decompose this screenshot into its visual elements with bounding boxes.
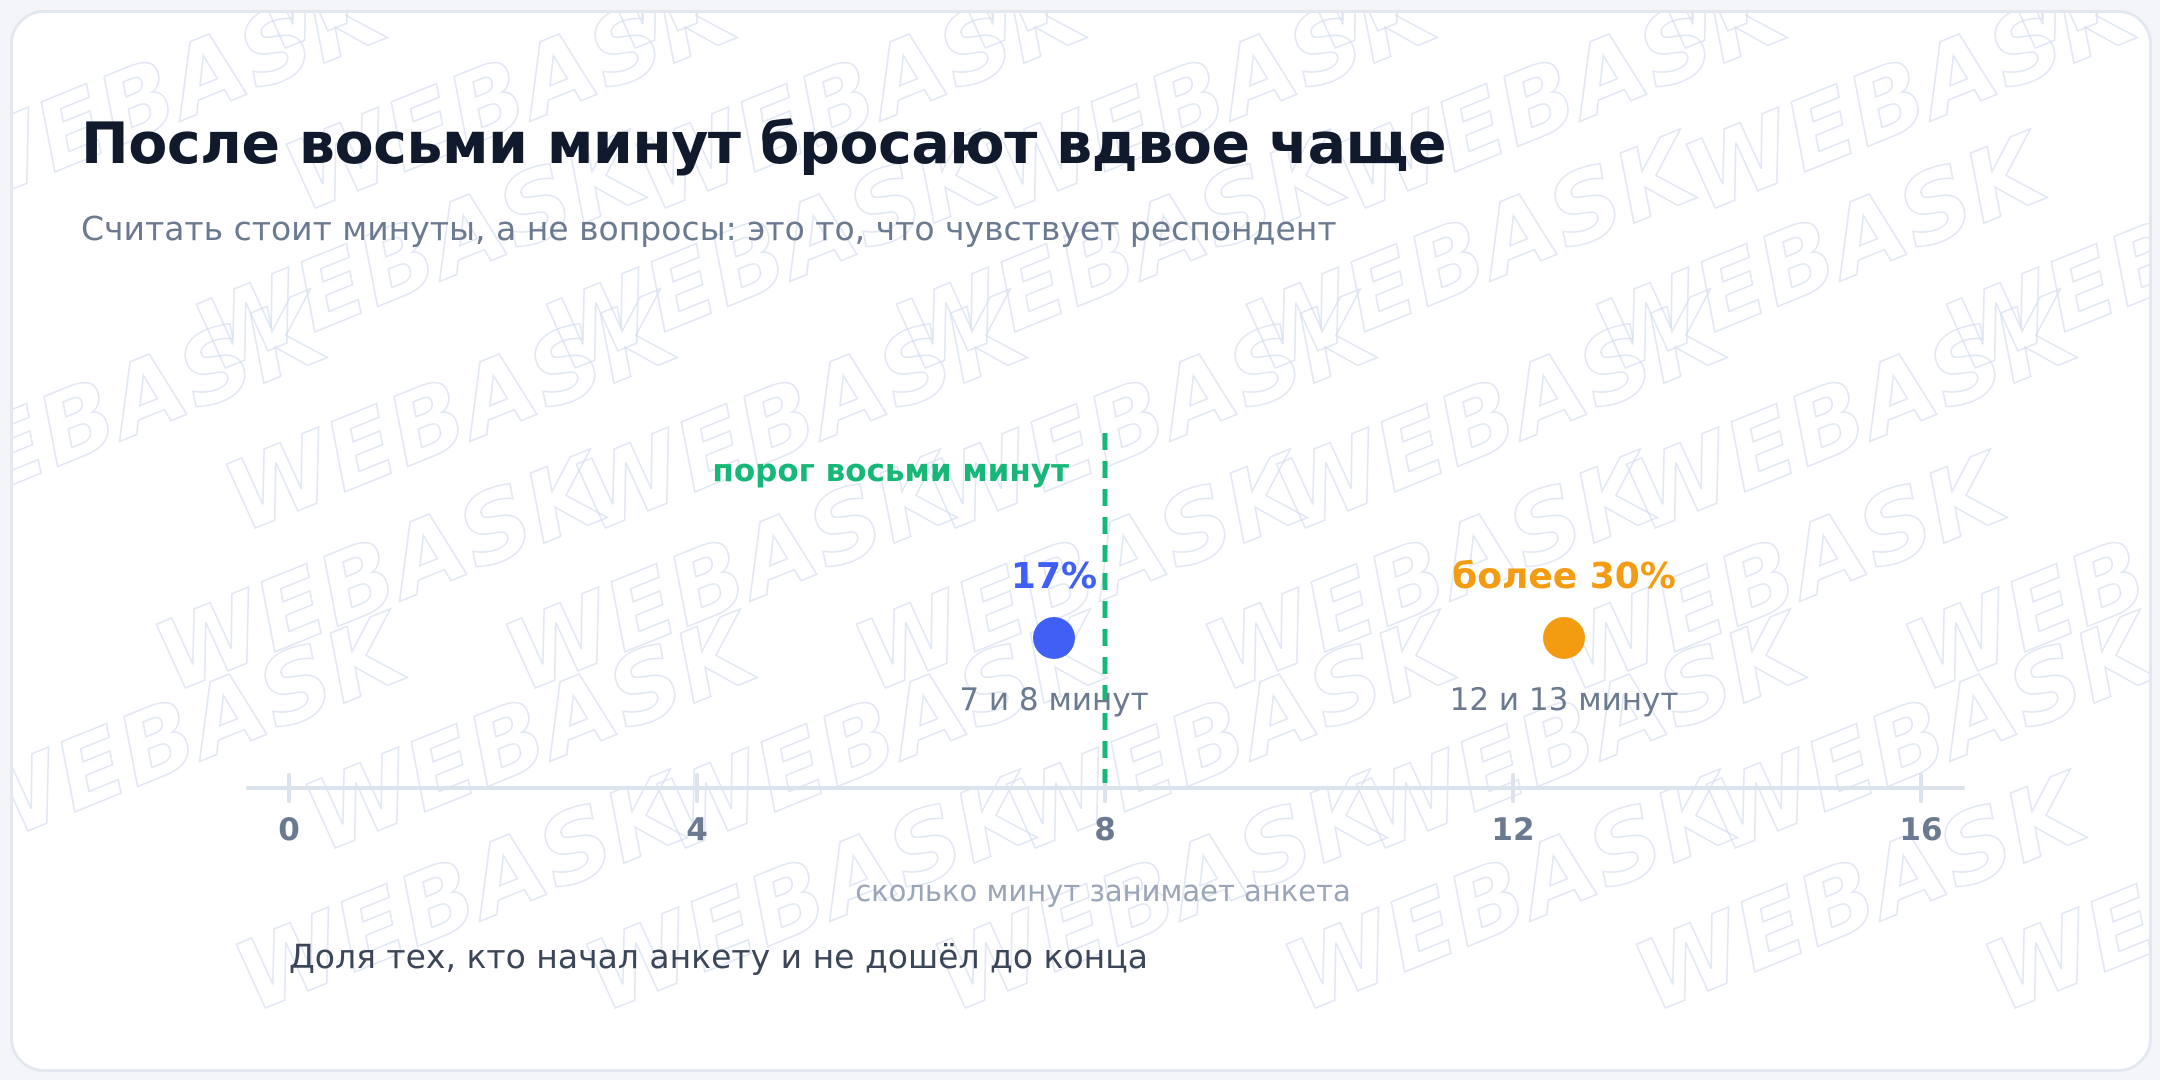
chart-note: Доля тех, кто начал анкету и не дошёл до… xyxy=(289,937,1148,976)
chart-plot: 0 4 8 12 16 сколько минут занимает анкета по… xyxy=(246,433,1965,908)
x-axis-label: сколько минут занимает анкета xyxy=(855,874,1351,908)
data-point xyxy=(1543,617,1585,659)
chart-subtitle: Считать стоит минуты, а не вопросы: это … xyxy=(81,209,1337,248)
chart-card: WEBASK WEBASK WEBASK WEBASK WEBASK WEBASK WEBA… xyxy=(10,10,2152,1072)
data-point xyxy=(1033,617,1075,659)
x-tick-label: 8 xyxy=(1094,812,1116,848)
data-category-label: 12 и 13 минут xyxy=(1450,682,1679,718)
x-tick-label: 4 xyxy=(686,812,708,848)
x-tick-label: 16 xyxy=(1899,812,1942,848)
chart-title: После восьми минут бросают вдвое чаще xyxy=(81,111,1447,177)
data-value-label: 17% xyxy=(1011,556,1097,597)
threshold-label: порог восьми минут xyxy=(712,453,1069,489)
x-tick-label: 0 xyxy=(278,812,300,848)
data-category-label: 7 и 8 минут xyxy=(959,682,1148,718)
x-tick-label: 12 xyxy=(1491,812,1534,848)
data-value-label: более 30% xyxy=(1452,556,1676,597)
